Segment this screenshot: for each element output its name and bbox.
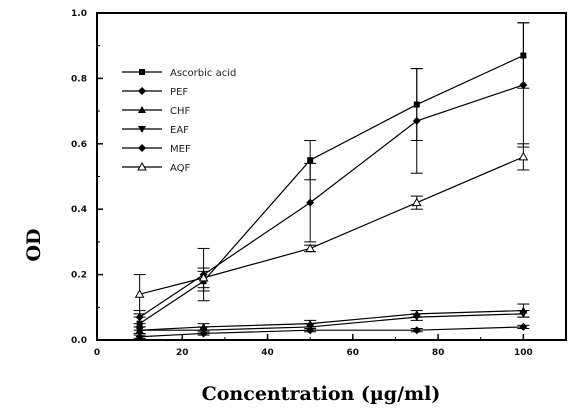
x-tick-label: 80 — [432, 348, 445, 358]
data-point — [134, 289, 145, 298]
legend-marker — [138, 144, 146, 152]
data-point — [135, 313, 144, 322]
legend-item: MEF — [122, 144, 191, 155]
data-point — [519, 80, 528, 89]
data-point — [306, 198, 315, 207]
data-point — [412, 326, 421, 335]
plot-frame — [96, 12, 567, 341]
legend-item: PEF — [122, 87, 188, 98]
legend-label: MEF — [170, 144, 191, 155]
y-axis-title: OD — [23, 228, 45, 261]
y-axis-ticks: 0.0 0.2 0.4 0.6 0.8 1.0 — [71, 9, 103, 346]
y-tick-label: 1.0 — [71, 9, 87, 19]
series-layer — [133, 22, 530, 341]
series-pef — [133, 322, 530, 341]
data-point — [198, 272, 209, 282]
x-tick-label: 100 — [514, 348, 533, 358]
series-line — [139, 84, 524, 318]
legend-label: EAF — [170, 125, 189, 136]
x-axis-title: Concentration (µg/ml) — [202, 383, 441, 405]
legend-marker — [138, 106, 146, 113]
y-tick-label: 0.6 — [71, 140, 87, 150]
legend-item: Ascorbic acid — [122, 68, 236, 79]
x-axis-ticks: 0 20 40 60 80 100 — [94, 334, 533, 358]
data-point — [199, 327, 208, 335]
legend-label: Ascorbic acid — [170, 68, 236, 79]
legend-marker — [138, 87, 146, 95]
y-tick-label: 0.4 — [71, 205, 87, 215]
data-point — [412, 116, 421, 125]
legend-marker — [137, 161, 147, 171]
series-line — [139, 326, 524, 338]
legend-marker — [138, 126, 146, 133]
y-tick-label: 0.0 — [71, 336, 87, 346]
series-aqf — [133, 143, 530, 315]
x-tick-label: 20 — [176, 348, 189, 358]
data-point — [305, 243, 316, 252]
y-tick-label: 0.2 — [71, 271, 87, 281]
data-point — [519, 310, 528, 318]
data-point — [135, 327, 144, 335]
series-mef — [133, 22, 530, 325]
data-point — [412, 314, 421, 322]
series-line — [139, 156, 524, 295]
series-line — [139, 54, 524, 325]
x-tick-label: 40 — [261, 348, 274, 358]
y-tick-label: 0.8 — [71, 74, 87, 84]
data-point — [519, 322, 528, 331]
legend-item: CHF — [122, 106, 191, 117]
legend-label: AQF — [170, 163, 191, 174]
axes-layer — [96, 12, 567, 341]
series-line — [139, 309, 524, 331]
data-point — [307, 157, 314, 164]
data-point — [306, 323, 315, 331]
legend-item: AQF — [122, 161, 191, 174]
legend: Ascorbic acid PEF CHF EAF MEF AQF — [122, 68, 236, 174]
x-tick-label: 0 — [94, 348, 100, 358]
legend-item: EAF — [122, 125, 189, 136]
x-tick-label: 60 — [347, 348, 360, 358]
legend-label: CHF — [170, 106, 191, 117]
legend-label: PEF — [170, 87, 188, 98]
data-point — [411, 197, 422, 207]
series-eaf — [133, 310, 530, 335]
data-point — [135, 332, 144, 341]
legend-marker — [139, 69, 145, 75]
data-point — [518, 151, 529, 161]
